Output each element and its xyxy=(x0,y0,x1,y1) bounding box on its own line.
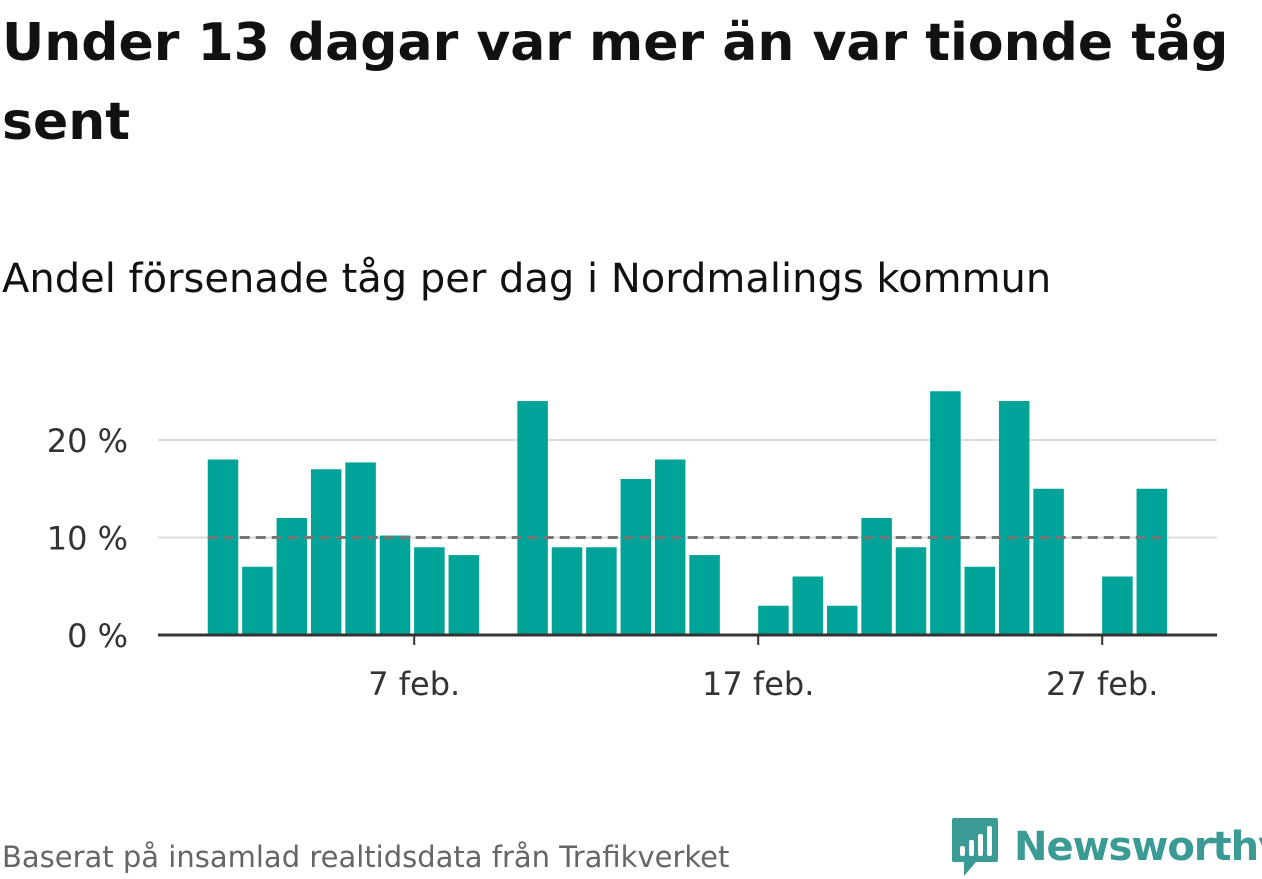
bar xyxy=(826,605,858,635)
newsworthy-logo-icon xyxy=(952,818,998,876)
bar xyxy=(930,391,961,635)
y-tick-label: 20 % xyxy=(47,422,128,460)
bar xyxy=(792,576,824,635)
source-note: Baserat på insamlad realtidsdata från Tr… xyxy=(2,840,730,874)
bar-chart: 0 % 10 % 20 % 7 feb. 17 feb. 27 feb. xyxy=(47,391,1217,703)
bar xyxy=(998,401,1030,635)
x-tick-label: 17 feb. xyxy=(702,665,814,703)
bar xyxy=(517,401,548,635)
bar xyxy=(586,547,617,635)
bar xyxy=(242,566,273,635)
bar xyxy=(1033,488,1064,635)
bar xyxy=(1102,576,1133,635)
newsworthy-logo: Newsworthy xyxy=(950,815,1262,879)
y-tick-label: 10 % xyxy=(47,520,128,558)
bar xyxy=(964,566,996,635)
chart-subtitle: Andel försenade tåg per dag i Nordmaling… xyxy=(2,256,1052,302)
bar xyxy=(310,469,342,635)
bar xyxy=(345,462,376,635)
bar xyxy=(895,547,927,635)
bar xyxy=(207,459,239,635)
y-tick-label: 0 % xyxy=(67,617,128,655)
bar xyxy=(1136,488,1168,635)
bar xyxy=(620,479,652,635)
chart-title: Under 13 dagar var mer än var tionde tåg… xyxy=(2,13,1229,152)
bar xyxy=(379,535,411,635)
bar xyxy=(861,518,892,635)
bar xyxy=(689,555,720,635)
bar xyxy=(758,605,789,635)
bar xyxy=(414,547,445,635)
bar xyxy=(551,547,583,635)
bar xyxy=(276,518,308,635)
x-tick-label: 27 feb. xyxy=(1046,665,1158,703)
bar xyxy=(654,459,686,635)
bar xyxy=(448,555,480,635)
x-tick-label: 7 feb. xyxy=(368,665,460,703)
brand-name: Newsworthy xyxy=(1014,824,1262,870)
